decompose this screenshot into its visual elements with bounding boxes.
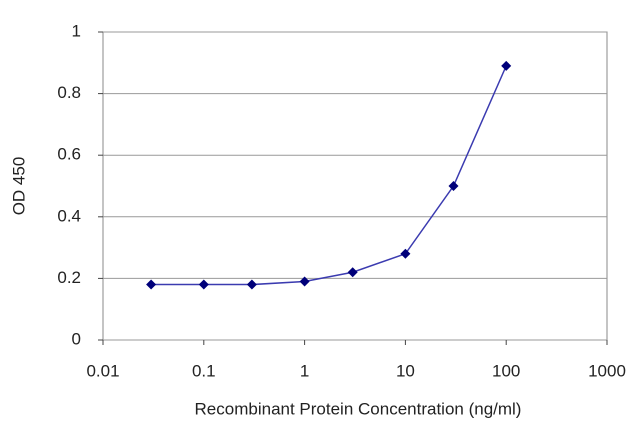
x-tick-label: 10 bbox=[396, 361, 415, 380]
y-tick-label: 0.2 bbox=[57, 268, 81, 287]
x-tick-label: 0.01 bbox=[86, 361, 119, 380]
x-axis-label: Recombinant Protein Concentration (ng/ml… bbox=[195, 399, 522, 418]
data-point bbox=[448, 181, 459, 191]
x-tick-label: 1000 bbox=[588, 361, 626, 380]
y-tick-label: 0.4 bbox=[57, 206, 81, 225]
data-point bbox=[146, 279, 157, 290]
data-point bbox=[347, 267, 358, 278]
y-tick-label: 0 bbox=[72, 329, 81, 348]
y-tick-label: 0.8 bbox=[57, 83, 81, 102]
data-point bbox=[198, 279, 209, 290]
data-point bbox=[400, 248, 411, 259]
x-tick-label: 1 bbox=[300, 361, 309, 380]
data-point bbox=[299, 276, 310, 287]
data-point bbox=[501, 60, 512, 71]
x-tick-label: 0.1 bbox=[192, 361, 216, 380]
data-point bbox=[246, 279, 257, 290]
y-tick-label: 1 bbox=[72, 21, 81, 40]
x-tick-label: 100 bbox=[492, 361, 520, 380]
plot-area bbox=[102, 31, 608, 341]
y-axis-label: OD 450 bbox=[9, 157, 28, 216]
y-tick-label: 0.6 bbox=[57, 145, 81, 164]
data-line bbox=[151, 65, 507, 286]
